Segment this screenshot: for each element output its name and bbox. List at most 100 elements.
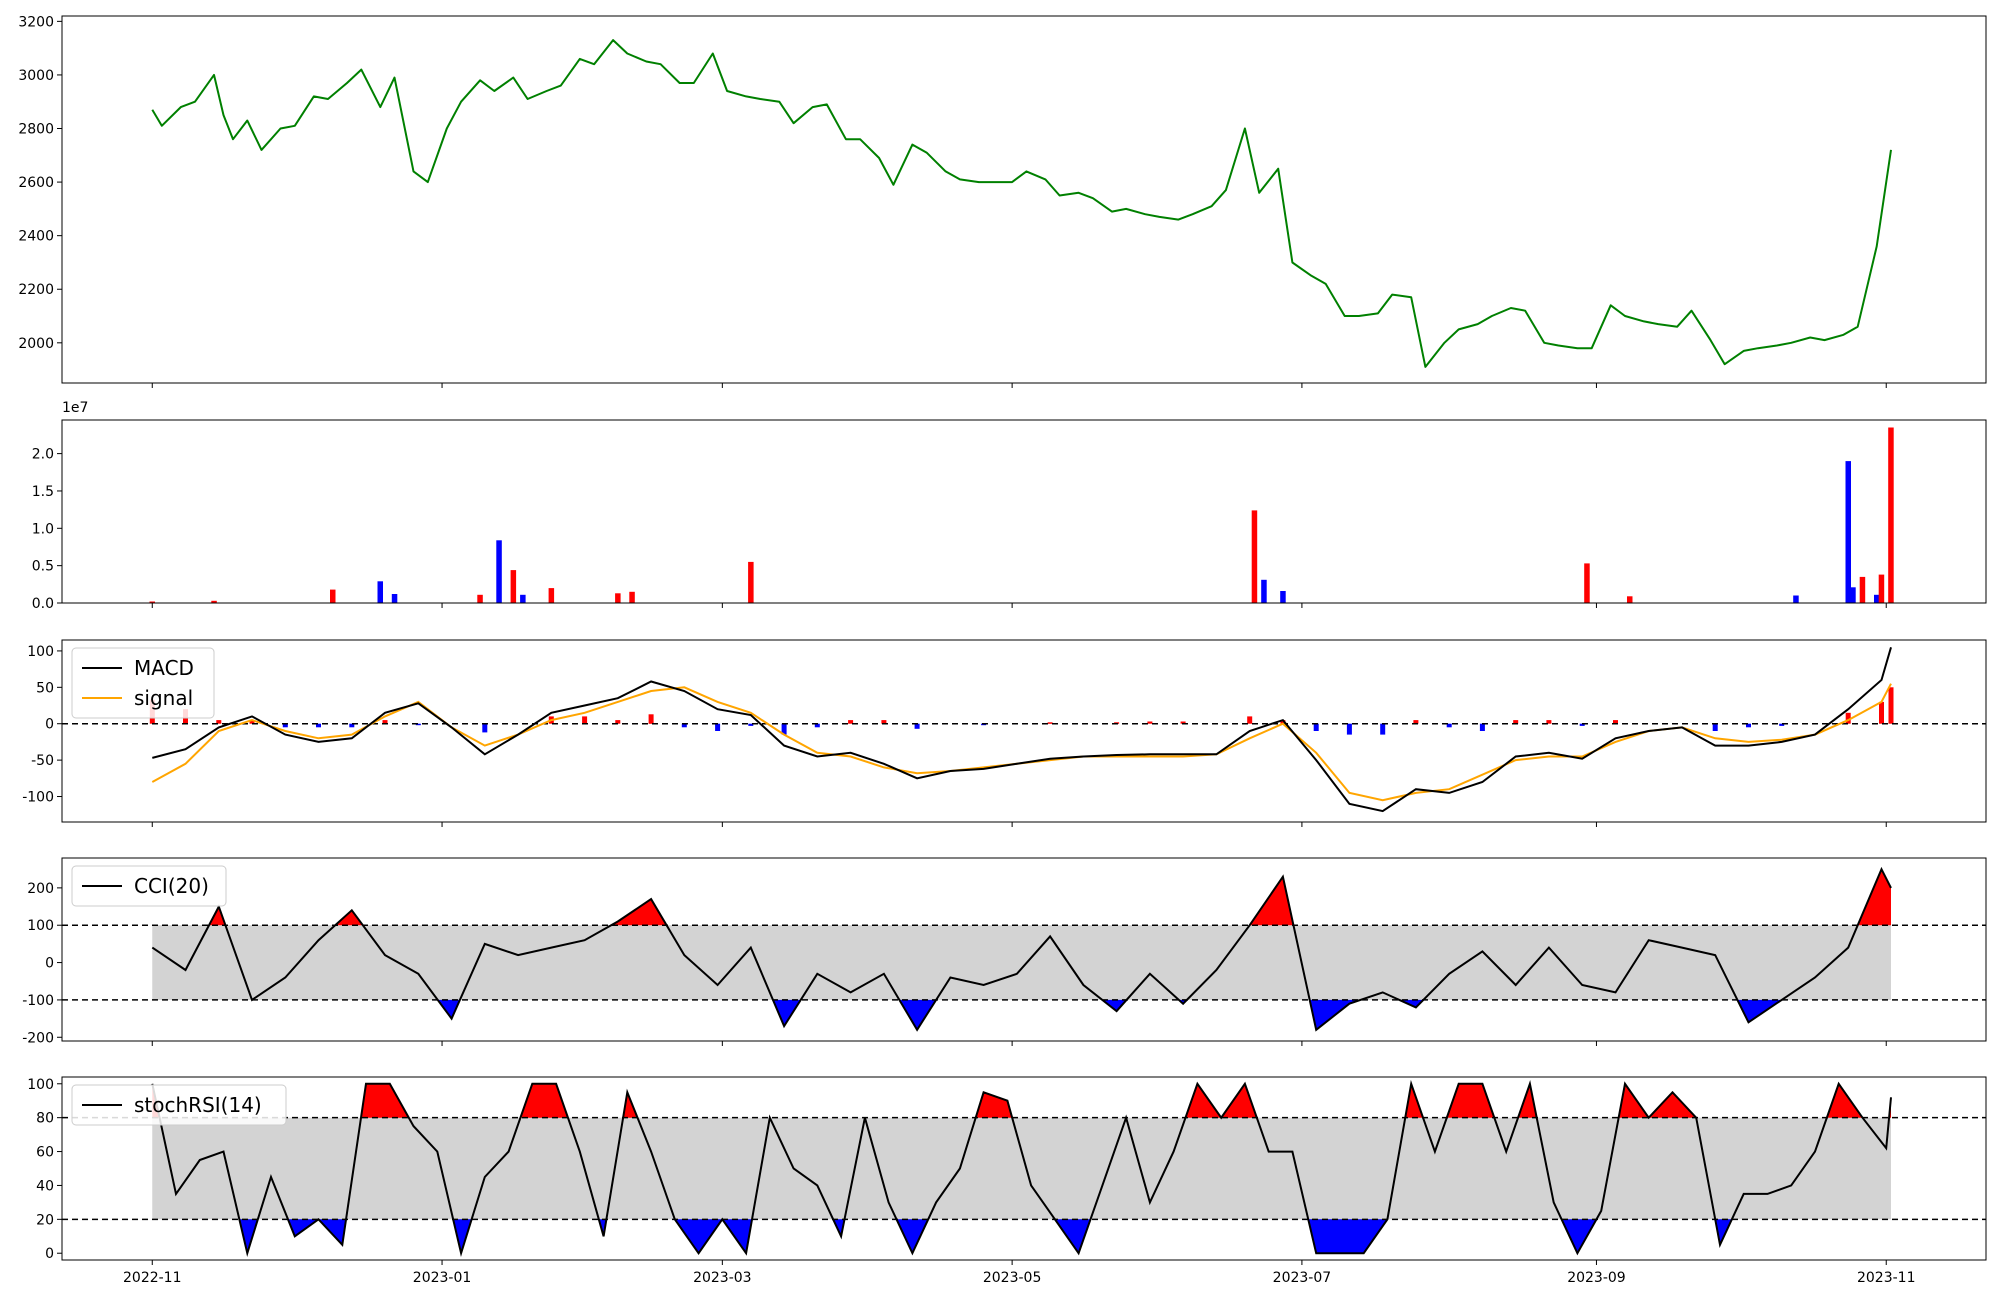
- cci-overbought-area: [1249, 876, 1294, 926]
- volume-y-tick-label: 1.5: [32, 484, 54, 500]
- macd-panel: -100 -50 0 50 100 MACD signal: [22, 639, 1987, 823]
- stochrsi-y-tick-label: 60: [36, 1145, 54, 1161]
- cci-neutral-band: [152, 925, 1891, 1000]
- volume-bar: [1874, 594, 1880, 603]
- macd-histogram-bar: [282, 723, 288, 728]
- macd-histogram-bar: [316, 723, 321, 728]
- macd-histogram-bar: [1779, 723, 1785, 726]
- cci-overbought-area: [335, 910, 363, 926]
- macd-histogram-bar: [814, 723, 820, 728]
- macd-histogram-bar: [1845, 712, 1851, 724]
- macd-histogram-bar: [1446, 723, 1452, 728]
- stochrsi-overbought-area: [361, 1083, 409, 1118]
- price-y-tick-label: 2600: [18, 175, 54, 191]
- volume-bar: [1261, 579, 1267, 603]
- volume-y-tick-label: 1.0: [32, 521, 54, 537]
- price-y-tick-label: 2800: [18, 122, 54, 138]
- volume-frame: [61, 419, 1987, 604]
- stochrsi-overbought-area: [1221, 1083, 1257, 1118]
- volume-bar: [615, 593, 621, 603]
- volume-bar: [477, 594, 483, 603]
- macd-histogram-bar: [681, 723, 687, 728]
- macd-legend-box: [71, 647, 215, 719]
- volume-bar: [1793, 595, 1799, 603]
- stochrsi-y-tick-label: 20: [36, 1212, 54, 1228]
- price-frame: [61, 15, 1987, 384]
- volume-y-tick-label: 0.0: [32, 596, 54, 612]
- macd-histogram-bar: [1579, 723, 1585, 726]
- cci-y-tick-label: 200: [27, 881, 54, 897]
- stochrsi-y-tick-label: 100: [27, 1077, 54, 1093]
- stochrsi-neutral-band: [152, 1117, 1891, 1220]
- volume-bar: [520, 594, 526, 603]
- signal-line: [151, 683, 1892, 802]
- x-tick-label: 2023-09: [1567, 1270, 1626, 1286]
- macd-histogram-bar: [216, 720, 222, 724]
- price-y-tick-label: 3200: [18, 14, 54, 30]
- volume-bar: [548, 588, 555, 603]
- x-tick-label: 2023-01: [413, 1270, 472, 1286]
- cci-legend-box: [71, 865, 227, 907]
- macd-histogram-bar: [1879, 701, 1884, 724]
- stochrsi-panel: 0 20 40 60 80 100 stochRSI(14): [27, 1076, 1987, 1262]
- stochrsi-overbought-area: [1618, 1083, 1649, 1118]
- cci-oversold-area: [1737, 999, 1782, 1023]
- cci-overbought-area: [1857, 869, 1891, 926]
- price-y-tick-label: 2000: [18, 336, 54, 352]
- macd-histogram-bar: [1147, 721, 1153, 724]
- volume-bar: [1850, 587, 1856, 603]
- macd-frame: [61, 639, 1987, 823]
- macd-histogram-bar: [748, 723, 754, 726]
- stochrsi-legend-box: [71, 1084, 287, 1126]
- macd-histogram-bar: [1180, 721, 1186, 724]
- volume-y-tick-label: 2.0: [32, 447, 54, 463]
- stochrsi-overbought-area: [1446, 1083, 1495, 1118]
- stochrsi-overbought-area: [975, 1092, 1013, 1118]
- cci-frame: [61, 857, 1987, 1042]
- macd-histogram-bar: [881, 720, 887, 724]
- macd-histogram-bar: [1247, 716, 1253, 724]
- stochrsi-oversold-area: [239, 1219, 258, 1254]
- cci-overbought-area: [209, 906, 226, 926]
- macd-y-tick-label: 50: [36, 680, 54, 696]
- cci-y-tick-label: -200: [22, 1030, 54, 1046]
- volume-bar: [1584, 563, 1590, 603]
- cci-oversold-area: [773, 999, 801, 1027]
- volume-scale-label: 1e7: [62, 400, 88, 416]
- price-panel: 2000 2200 2400 2600 2800 3000 3200: [18, 14, 1987, 384]
- macd-histogram-bar: [848, 720, 854, 724]
- stochrsi-oversold-area: [1308, 1219, 1388, 1254]
- volume-panel: 0.0 0.5 1.0 1.5 2.0 1e7: [32, 400, 1987, 612]
- macd-histogram-bar: [415, 723, 421, 726]
- volume-y-tick-label: 0.5: [32, 559, 54, 575]
- stochrsi-overbought-area: [1405, 1083, 1424, 1118]
- cci-legend-label: CCI(20): [134, 874, 209, 898]
- macd-histogram-bar: [1513, 720, 1519, 724]
- macd-histogram-bar: [1346, 723, 1352, 735]
- cci-oversold-area: [899, 999, 937, 1030]
- macd-histogram-bar: [715, 723, 721, 731]
- stochrsi-legend-label: stochRSI(14): [134, 1093, 262, 1117]
- x-tick-label: 2023-07: [1273, 1270, 1332, 1286]
- macd-histogram-bar: [1380, 723, 1386, 735]
- macd-histogram-bar: [1413, 720, 1419, 724]
- volume-bar: [1627, 596, 1633, 603]
- cci-y-tick-label: -100: [22, 993, 54, 1009]
- macd-histogram-bar: [482, 723, 488, 733]
- macd-y-tick-label: 0: [45, 717, 54, 733]
- cci-panel: -200 -100 0 100 200 CCI(20): [22, 857, 1987, 1046]
- macd-histogram-bar: [349, 723, 355, 728]
- x-tick-label: 2023-03: [693, 1270, 752, 1286]
- cci-line: [151, 866, 1892, 1032]
- cci-y-tick-label: 100: [27, 918, 54, 934]
- volume-bar: [496, 540, 502, 603]
- stochrsi-oversold-area: [1054, 1219, 1091, 1254]
- stochrsi-y-tick-label: 0: [45, 1246, 54, 1262]
- macd-histogram-bar: [1479, 723, 1485, 731]
- cci-overbought-area: [611, 899, 667, 926]
- volume-bar: [1888, 427, 1894, 603]
- macd-histogram-bar: [1047, 722, 1053, 724]
- macd-histogram-bar: [1313, 723, 1319, 731]
- volume-bar: [1859, 576, 1866, 603]
